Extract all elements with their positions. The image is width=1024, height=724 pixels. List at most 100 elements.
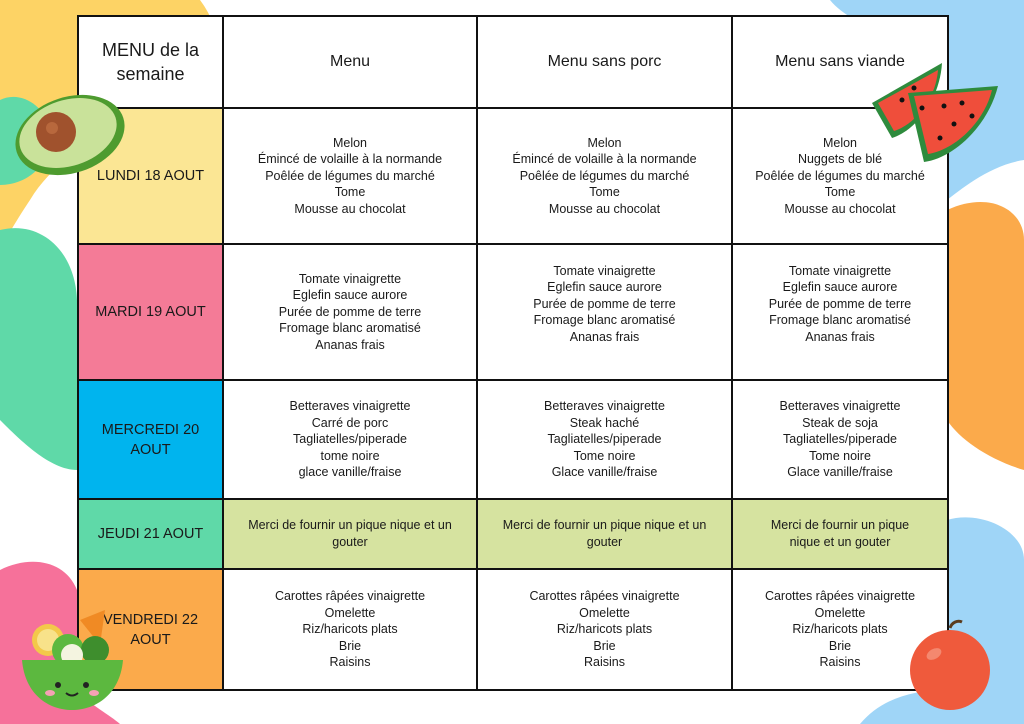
- menu-item: Tome noire: [573, 448, 636, 463]
- blue-blob-right: [830, 0, 1024, 200]
- menu-item: Fromage blanc aromatisé: [769, 313, 911, 328]
- header-row: MENU de la semaine Menu Menu sans porc M…: [77, 15, 949, 109]
- menu-item: Purée de pomme de terre: [278, 304, 422, 319]
- menu-item: Steak de soja: [802, 415, 878, 430]
- green-blob-left: [0, 228, 77, 470]
- menu-item: Tome: [824, 185, 856, 200]
- menu-item: Raisins: [329, 655, 371, 670]
- menu-item: Carottes râpées vinaigrette: [529, 589, 680, 604]
- menu-cell: Betteraves vinaigrette Carré de porc Tag…: [222, 379, 478, 500]
- menu-item: Carré de porc: [311, 415, 389, 430]
- day-label: JEUDI 21 AOUT: [77, 498, 224, 570]
- menu-item: glace vanille/fraise: [298, 465, 402, 480]
- menu-item: Tagliatelles/piperade: [783, 432, 897, 447]
- avocado-icon: [15, 94, 125, 176]
- menu-item: Glace vanille/fraise: [787, 465, 893, 480]
- menu-item: Tome: [334, 185, 366, 200]
- day-label: MERCREDI 20 AOUT: [77, 379, 224, 500]
- menu-item: Fromage blanc aromatisé: [533, 313, 676, 328]
- menu-item: Purée de pomme de terre: [768, 296, 912, 311]
- menu-cell: Melon Émincé de volaille à la normande P…: [222, 107, 478, 245]
- picnic-notice: Merci de fournir un pique nique et un go…: [476, 498, 733, 570]
- day-row-jeudi: JEUDI 21 AOUT Merci de fournir un pique …: [77, 498, 949, 570]
- menu-item: Riz/haricots plats: [556, 622, 653, 637]
- menu-item: Tomate vinaigrette: [788, 264, 892, 278]
- apple-icon: [910, 619, 990, 710]
- day-row-mardi: MARDI 19 AOUT Tomate vinaigrette Eglefin…: [77, 243, 949, 381]
- picnic-text: gouter: [332, 535, 368, 549]
- picnic-text: gouter: [586, 535, 623, 549]
- menu-item: Émincé de volaille à la normande: [512, 152, 697, 167]
- menu-item: Brie: [828, 638, 852, 653]
- menu-cell: Betteraves vinaigrette Steak haché Tagli…: [476, 379, 733, 500]
- menu-item: Omelette: [579, 605, 630, 620]
- menu-item: Melon: [587, 135, 622, 150]
- menu-cell: Melon Nuggets de blé Poêlée de légumes d…: [731, 107, 949, 245]
- menu-item: Tomate vinaigrette: [298, 271, 402, 286]
- menu-item: Raisins: [584, 655, 625, 670]
- menu-item: Glace vanille/fraise: [551, 465, 658, 480]
- menu-item: Betteraves vinaigrette: [779, 399, 901, 414]
- menu-item: Eglefin sauce aurore: [547, 280, 662, 295]
- menu-item: Tagliatelles/piperade: [547, 432, 662, 447]
- menu-item: Eglefin sauce aurore: [782, 280, 898, 295]
- menu-item: Riz/haricots plats: [792, 622, 888, 637]
- column-header-menu: Menu: [222, 15, 478, 109]
- menu-item: tome noire: [320, 448, 380, 463]
- menu-item: Purée de pomme de terre: [533, 296, 676, 311]
- menu-title: MENU de la semaine: [77, 15, 224, 109]
- menu-item: Brie: [593, 638, 616, 653]
- menu-item: Poêlée de légumes du marché: [755, 168, 925, 183]
- menu-item: Betteraves vinaigrette: [289, 399, 411, 414]
- menu-item: Melon: [332, 135, 368, 150]
- menu-item: Tome: [589, 185, 620, 200]
- menu-item: Raisins: [819, 655, 861, 670]
- menu-cell: Tomate vinaigrette Eglefin sauce aurore …: [476, 243, 733, 381]
- menu-item: Poêlée de légumes du marché: [265, 168, 435, 183]
- menu-item: Ananas frais: [805, 329, 875, 344]
- menu-item: Mousse au chocolat: [784, 201, 896, 216]
- menu-item: Betteraves vinaigrette: [544, 399, 665, 414]
- menu-item: Tome noire: [809, 448, 871, 463]
- menu-cell: Tomate vinaigrette Eglefin sauce aurore …: [731, 243, 949, 381]
- menu-item: Tomate vinaigrette: [553, 264, 656, 278]
- menu-item: Poêlée de légumes du marché: [519, 168, 690, 183]
- menu-item: Eglefin sauce aurore: [292, 288, 408, 303]
- picnic-notice: Merci de fournir un pique nique et un go…: [222, 498, 478, 570]
- picnic-text: nique et un gouter: [789, 535, 891, 549]
- menu-item: Fromage blanc aromatisé: [279, 321, 421, 336]
- picnic-text: Merci de fournir un pique nique et un: [248, 518, 452, 532]
- menu-cell: Tomate vinaigrette Eglefin sauce aurore …: [222, 243, 478, 381]
- menu-item: Steak haché: [569, 415, 640, 430]
- menu-cell: Betteraves vinaigrette Steak de soja Tag…: [731, 379, 949, 500]
- day-row-mercredi: MERCREDI 20 AOUT Betteraves vinaigrette …: [77, 379, 949, 500]
- day-label: MARDI 19 AOUT: [77, 243, 224, 381]
- day-row-lundi: LUNDI 18 AOUT Melon Émincé de volaille à…: [77, 107, 949, 245]
- day-row-vendredi: VENDREDI 22 AOUT Carottes râpées vinaigr…: [77, 568, 949, 691]
- menu-cell: Carottes râpées vinaigrette Omelette Riz…: [222, 568, 478, 691]
- menu-table: MENU de la semaine Menu Menu sans porc M…: [77, 15, 949, 691]
- column-header-menu-sans-porc: Menu sans porc: [476, 15, 733, 109]
- menu-item: Tagliatelles/piperade: [293, 432, 407, 447]
- menu-item: Ananas frais: [315, 337, 385, 352]
- menu-cell: Carottes râpées vinaigrette Omelette Riz…: [476, 568, 733, 691]
- menu-item: Carottes râpées vinaigrette: [764, 589, 916, 604]
- picnic-text: Merci de fournir un pique nique et un: [502, 518, 707, 532]
- menu-item: Nuggets de blé: [797, 152, 883, 167]
- orange-blob-right: [947, 201, 1024, 470]
- picnic-notice: Merci de fournir un pique nique et un go…: [731, 498, 949, 570]
- menu-item: Melon: [822, 135, 858, 150]
- menu-item: Ananas frais: [569, 329, 640, 344]
- menu-item: Mousse au chocolat: [548, 201, 661, 216]
- menu-cell: Melon Émincé de volaille à la normande P…: [476, 107, 733, 245]
- salad-bowl-icon: [22, 610, 123, 710]
- menu-item: Riz/haricots plats: [302, 622, 398, 637]
- menu-item: Brie: [338, 638, 362, 653]
- watermelon-icon: [872, 63, 998, 162]
- menu-item: Émincé de volaille à la normande: [257, 152, 443, 167]
- menu-item: Mousse au chocolat: [294, 201, 406, 216]
- picnic-text: Merci de fournir un pique: [770, 518, 910, 532]
- menu-item: Omelette: [814, 605, 866, 620]
- menu-item: Carottes râpées vinaigrette: [274, 589, 426, 604]
- menu-item: Omelette: [324, 605, 376, 620]
